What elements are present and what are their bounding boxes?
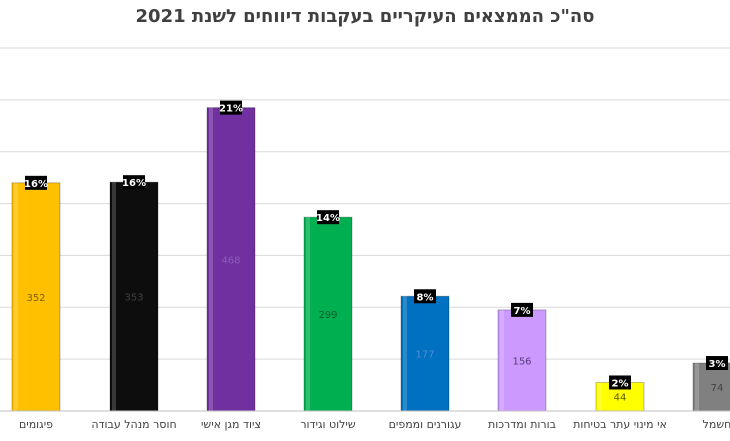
bar-value-label: 177: [415, 350, 434, 361]
percent-label: 8%: [417, 292, 434, 303]
percent-label: 16%: [122, 178, 146, 189]
category-label: בורות ומדרכות: [488, 418, 556, 431]
percent-label-box: [706, 356, 728, 371]
bar-highlight: [306, 217, 310, 411]
percent-label-box: [609, 375, 631, 390]
bar-group: 442%: [595, 375, 645, 412]
percent-label: 16%: [24, 179, 48, 190]
bar-group: 177 8%: [400, 289, 450, 412]
bar-group: 156 7%: [497, 302, 547, 412]
category-label: עגורנים וממפים: [389, 418, 462, 431]
bar-value-label: 468: [221, 255, 240, 266]
category-label: שילוט וגידור: [300, 418, 356, 431]
bar-value-label: 352: [26, 293, 45, 304]
percent-label: 2%: [612, 378, 629, 389]
percent-label-box: [317, 210, 339, 225]
bar-group: 299 14%: [303, 210, 353, 412]
bar: [497, 309, 547, 412]
percent-label-box: [511, 302, 533, 317]
category-label: פיגומים: [19, 418, 53, 431]
bar: [109, 181, 159, 412]
percent-label: 21%: [219, 104, 243, 115]
bar-highlight: [112, 182, 116, 411]
bar-group: 468 21%: [206, 100, 256, 412]
bar-highlight: [500, 309, 504, 411]
bar-group: 74 3%: [692, 356, 730, 412]
bar-highlight: [598, 382, 602, 411]
percent-label: 7%: [514, 306, 531, 317]
bar-value-label: 44: [614, 393, 627, 404]
bar: [400, 295, 450, 412]
bar-highlight: [209, 107, 213, 411]
bar-highlight: [695, 363, 699, 411]
percent-label-box: [123, 175, 145, 190]
category-label: חוסר מנהל עבודה: [91, 418, 176, 431]
percent-label: 14%: [316, 213, 340, 224]
bar: [692, 362, 730, 412]
bar-highlight: [14, 182, 18, 411]
percent-label-box: [220, 100, 242, 115]
category-label: חשמל: [703, 418, 730, 431]
percent-label-box: [25, 175, 47, 190]
bar-value-label: 353: [124, 293, 143, 304]
percent-label: 3%: [709, 359, 726, 370]
bar-value-label: 74: [711, 383, 724, 394]
bar-value-label: 156: [512, 356, 531, 367]
bar-group: 353 16%: [109, 175, 159, 412]
bar-group: 352 16%: [11, 175, 61, 412]
bar-value-label: 299: [318, 310, 337, 321]
percent-label-box: [414, 289, 436, 304]
chart-title: סה"כ הממצאים העיקריים בעקבות דיווחים לשנ…: [135, 6, 595, 27]
bar: [206, 107, 256, 412]
bar-highlight: [403, 296, 407, 411]
bar: [11, 182, 61, 412]
category-label: ציוד מגן אישי: [201, 418, 261, 431]
category-label: אי מינוי עתר בטיחות: [573, 418, 667, 431]
